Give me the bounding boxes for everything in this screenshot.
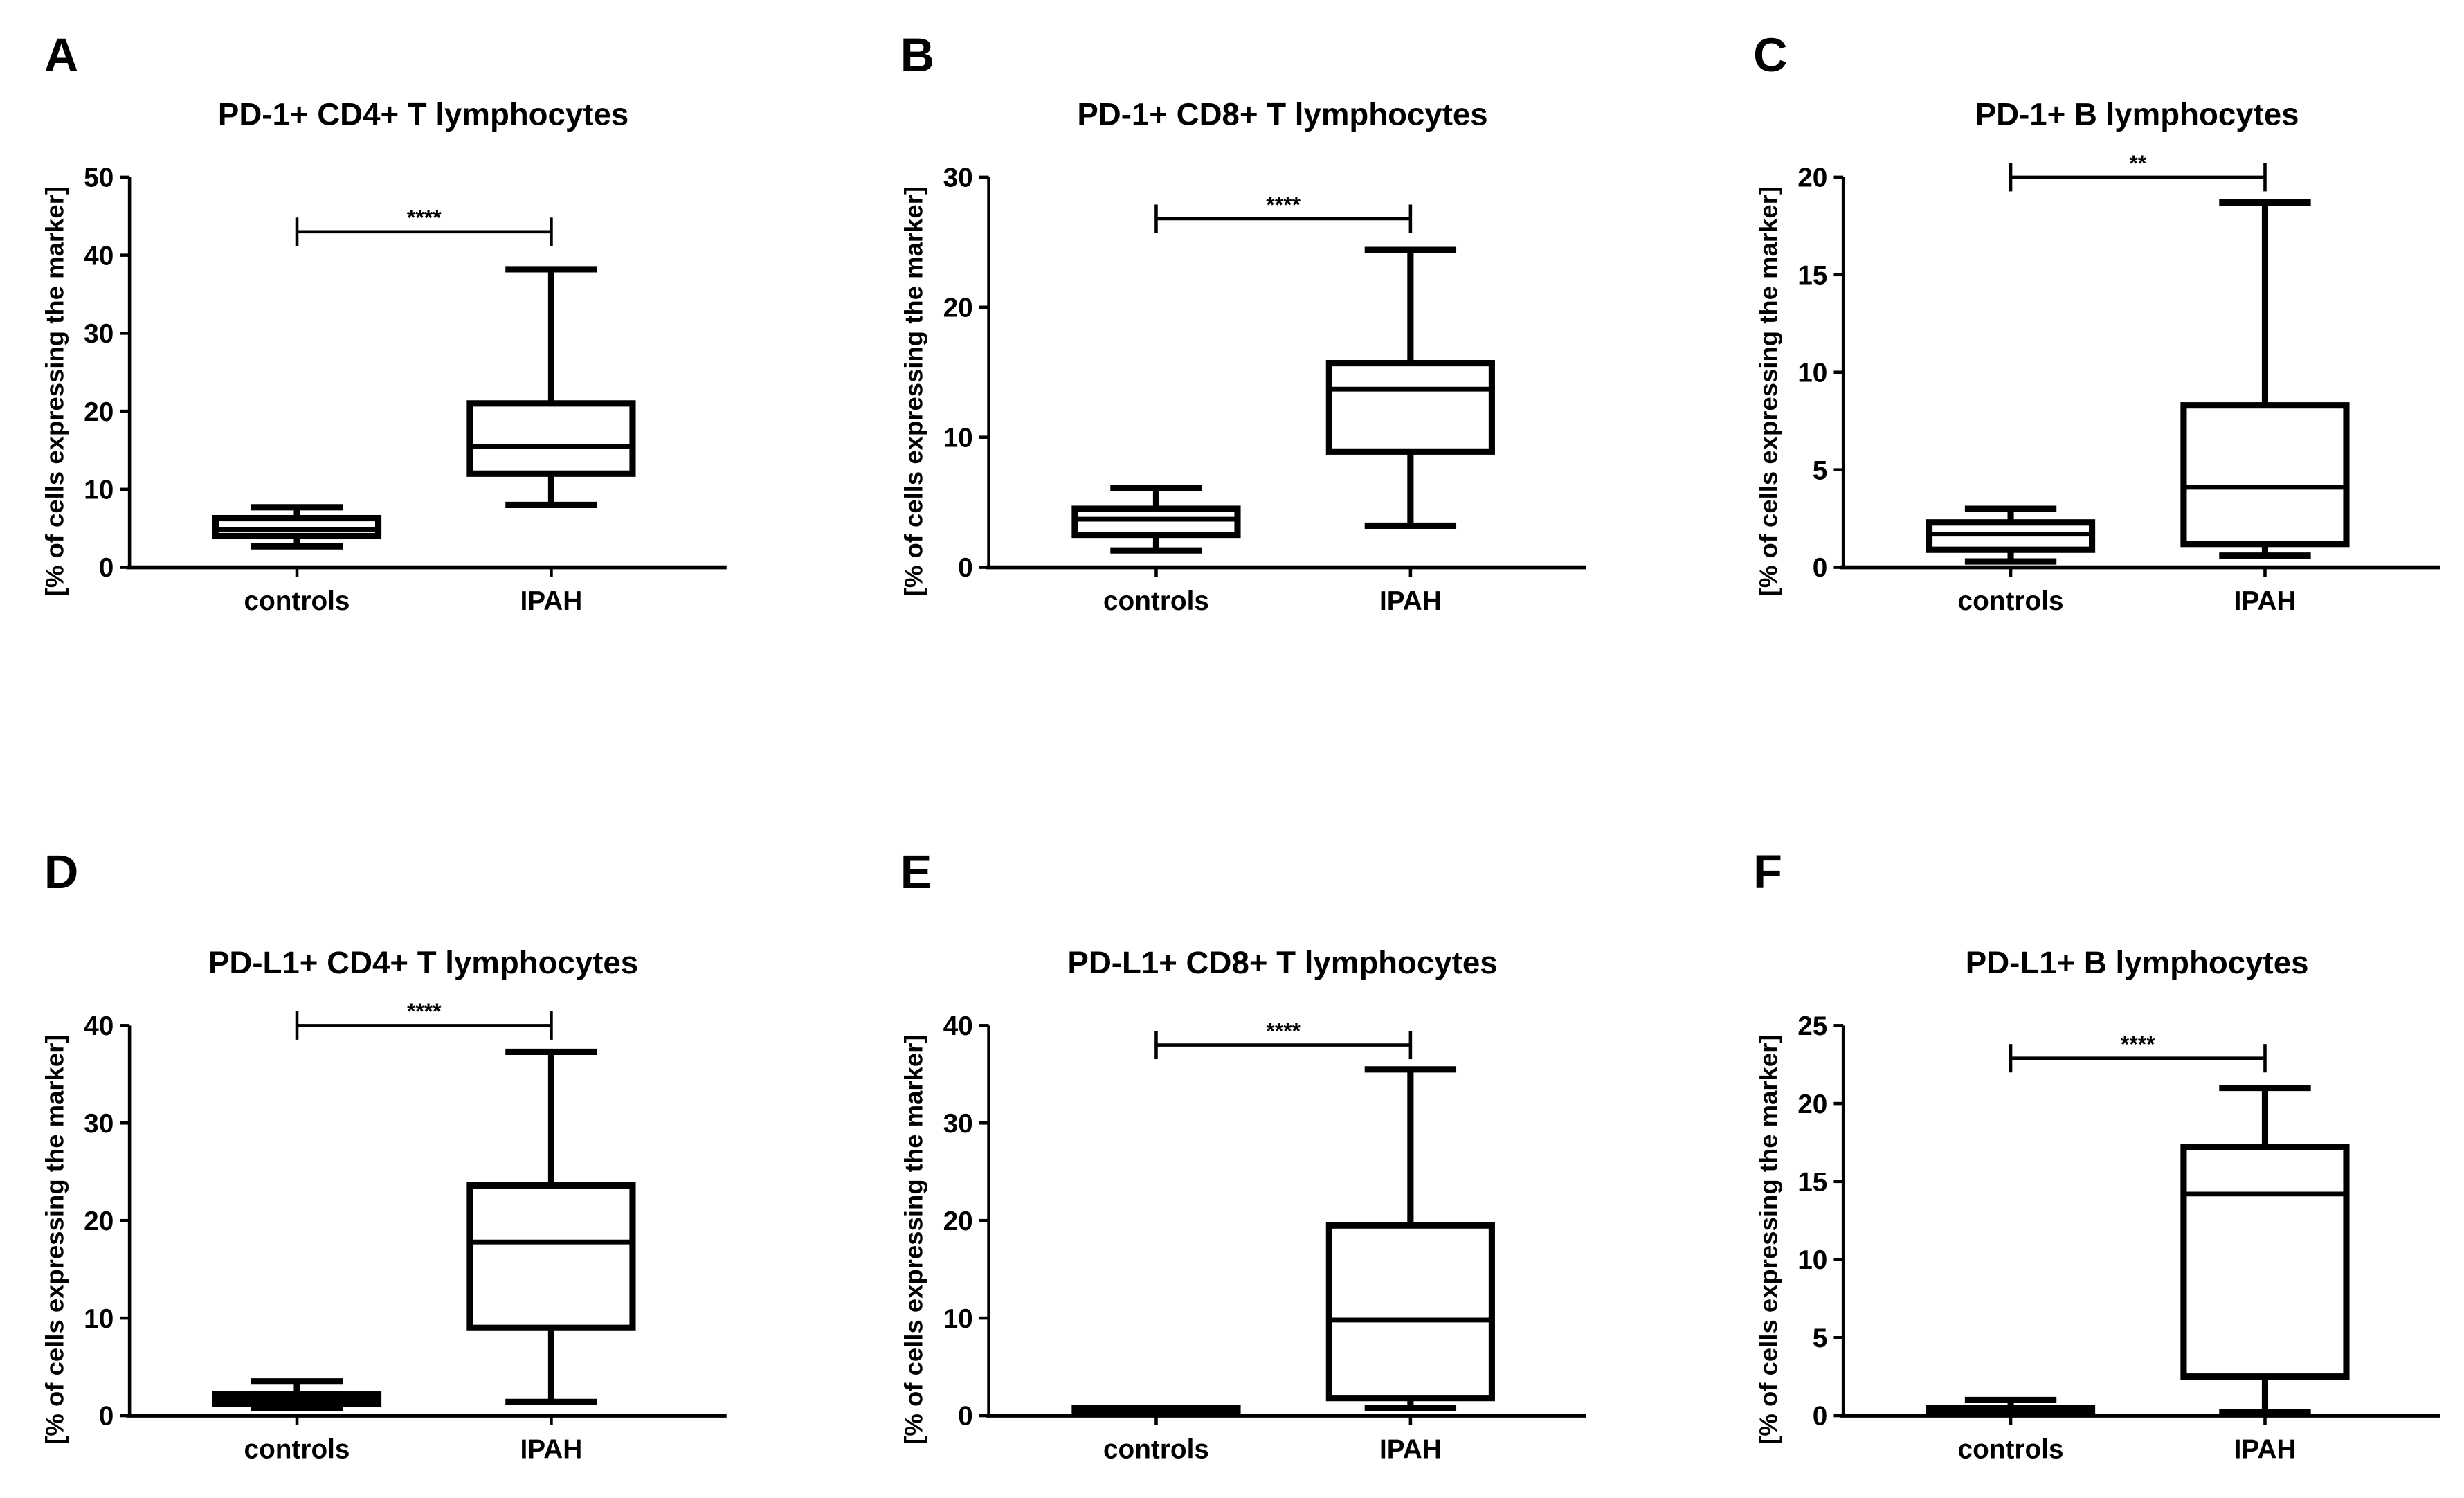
x-tick-label: controls	[1958, 1435, 2064, 1465]
y-axis-label: [% of cells expressing the marker]	[40, 1034, 69, 1444]
y-tick-label: 15	[1797, 1168, 1827, 1198]
chart-title: PD-L1+ CD8+ T lymphocytes	[1067, 945, 1497, 980]
y-tick-label: 10	[943, 1304, 973, 1334]
significance-label: ****	[407, 999, 442, 1024]
panel-F: F PD-L1+ B lymphocytes [% of cells express…	[1753, 845, 2440, 1465]
y-tick-label: 0	[1813, 553, 1828, 583]
y-tick-label: 20	[1797, 163, 1827, 193]
y-tick-label: 40	[84, 1011, 114, 1041]
x-tick-label: IPAH	[2234, 586, 2297, 616]
panel-letter: B	[900, 28, 934, 82]
y-tick-label: 5	[1813, 455, 1828, 485]
x-tick-label: controls	[1103, 1435, 1209, 1465]
y-tick-label: 40	[84, 241, 114, 271]
significance-label: ****	[1266, 192, 1301, 217]
y-tick-label: 10	[1797, 1245, 1827, 1275]
y-tick-label: 0	[958, 553, 973, 583]
panel-letter: A	[44, 28, 78, 82]
y-tick-label: 25	[1797, 1011, 1827, 1041]
box-IPAH	[466, 400, 636, 477]
panel-A: A PD-1+ CD4+ T lymphocytes [% of cells exp…	[40, 28, 727, 616]
box-controls	[1071, 505, 1241, 539]
y-tick-label: 30	[84, 1109, 114, 1139]
x-tick-label: controls	[1103, 586, 1209, 616]
y-axis-label: [% of cells expressing the marker]	[40, 186, 69, 596]
significance-label: **	[2129, 151, 2146, 176]
x-tick-label: IPAH	[520, 1435, 583, 1465]
y-tick-label: 15	[1797, 261, 1827, 291]
chart-title: PD-1+ CD4+ T lymphocytes	[218, 97, 628, 132]
y-tick-label: 10	[1797, 358, 1827, 388]
x-tick-label: IPAH	[1379, 1435, 1442, 1465]
x-tick-label: IPAH	[2234, 1435, 2297, 1465]
panel-E: E PD-L1+ CD8+ T lymphocytes [% of cells ex…	[900, 845, 1586, 1465]
significance-label: ****	[2121, 1032, 2155, 1057]
y-tick-label: 30	[84, 319, 114, 349]
x-tick-label: IPAH	[1379, 586, 1442, 616]
y-tick-label: 20	[943, 293, 973, 323]
panel-D: D PD-L1+ CD4+ T lymphocytes [% of cells ex…	[40, 845, 727, 1465]
y-tick-label: 0	[99, 1402, 114, 1432]
chart-title: PD-L1+ B lymphocytes	[1966, 945, 2309, 980]
box-IPAH	[2180, 1144, 2350, 1380]
y-tick-label: 30	[943, 163, 973, 193]
y-axis-label: [% of cells expressing the marker]	[900, 186, 928, 596]
y-tick-label: 30	[943, 1109, 973, 1139]
y-tick-label: 0	[99, 553, 114, 583]
box-IPAH	[1325, 360, 1495, 455]
y-tick-label: 20	[84, 1207, 114, 1236]
box-IPAH	[1325, 1222, 1495, 1402]
y-tick-label: 50	[84, 163, 114, 193]
x-tick-label: controls	[1958, 586, 2064, 616]
y-tick-label: 20	[1797, 1090, 1827, 1119]
y-axis-label: [% of cells expressing the marker]	[900, 1034, 928, 1444]
box-controls	[212, 514, 382, 540]
chart-title: PD-1+ B lymphocytes	[1975, 97, 2299, 132]
panel-B: B PD-1+ CD8+ T lymphocytes [% of cells exp…	[900, 28, 1586, 616]
significance-label: ****	[1266, 1018, 1301, 1043]
chart-title: PD-1+ CD8+ T lymphocytes	[1077, 97, 1487, 132]
x-tick-label: controls	[244, 586, 350, 616]
panel-letter: C	[1753, 28, 1787, 82]
panel-letter: D	[44, 845, 78, 899]
y-tick-label: 5	[1813, 1324, 1828, 1353]
y-axis-label: [% of cells expressing the marker]	[1754, 186, 1782, 596]
y-tick-label: 20	[943, 1207, 973, 1236]
y-axis-label: [% of cells expressing the marker]	[1754, 1034, 1782, 1444]
y-tick-label: 40	[943, 1011, 973, 1041]
y-tick-label: 0	[958, 1402, 973, 1432]
x-tick-label: controls	[244, 1435, 350, 1465]
box-IPAH	[2180, 402, 2350, 548]
y-tick-label: 0	[1813, 1402, 1828, 1432]
x-tick-label: IPAH	[520, 586, 583, 616]
y-tick-label: 10	[84, 476, 114, 505]
significance-label: ****	[407, 206, 442, 231]
y-tick-label: 10	[84, 1304, 114, 1334]
box-IPAH	[466, 1182, 636, 1331]
panel-letter: E	[900, 845, 932, 899]
chart-title: PD-L1+ CD4+ T lymphocytes	[208, 945, 638, 980]
y-tick-label: 20	[84, 397, 114, 427]
y-tick-label: 10	[943, 423, 973, 453]
panel-letter: F	[1753, 845, 1782, 899]
panel-C: C PD-1+ B lymphocytes [% of cells expressi…	[1753, 28, 2440, 616]
